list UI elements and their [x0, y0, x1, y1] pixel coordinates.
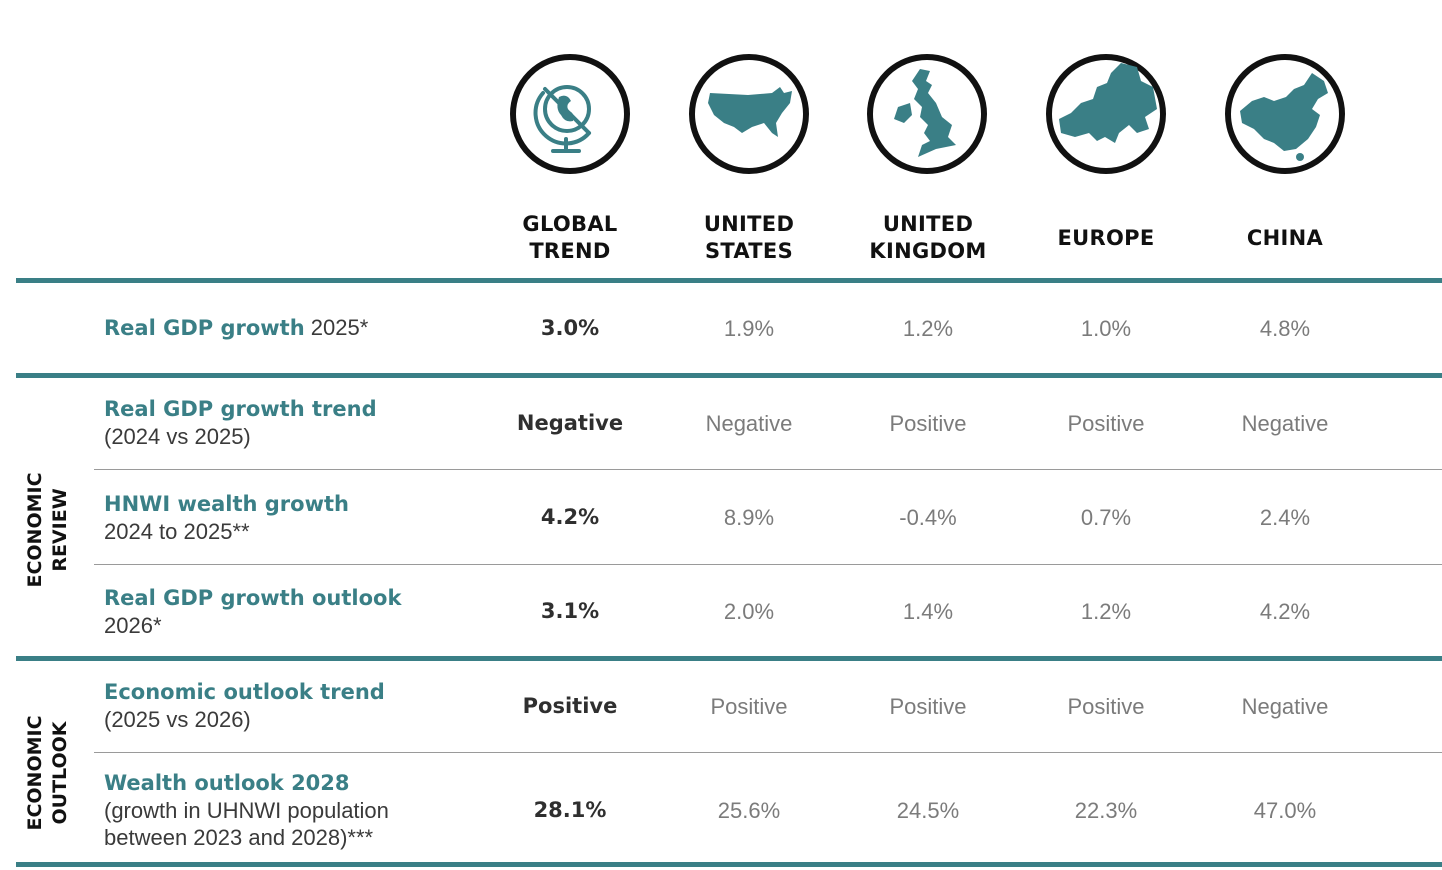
section-label-outlook: ECONOMIC OUTLOOK: [24, 715, 71, 831]
cell-value: 1.0%: [1080, 316, 1132, 341]
cell-value: Positive: [1067, 694, 1145, 719]
cell-value: 4.8%: [1259, 316, 1311, 341]
cell-value: -0.4%: [899, 505, 957, 530]
globe-icon: [509, 53, 631, 175]
cell-value: 2.0%: [723, 599, 775, 624]
cell-value: 1.2%: [902, 316, 954, 341]
cell-value: Positive: [889, 694, 967, 719]
cell-value: 1.9%: [723, 316, 775, 341]
cell-value: 0.7%: [1080, 505, 1132, 530]
row-label-economic-outlook-trend: Economic outlook trend (2025 vs 2026): [104, 680, 385, 732]
row-label-gdp-trend: Real GDP growth trend (2024 vs 2025): [104, 397, 377, 449]
cell-value: Negative: [705, 411, 793, 436]
cell-value: 3.0%: [540, 316, 600, 340]
europe-map-icon: [1045, 53, 1167, 175]
usa-map-icon: [688, 53, 810, 175]
row-label-real-gdp-growth: Real GDP growth 2025*: [104, 315, 369, 340]
cell-value: Positive: [710, 694, 788, 719]
column-header-uk: UNITED KINGDOM: [869, 212, 987, 263]
divider-header: [16, 278, 1442, 283]
cell-value: 3.1%: [540, 599, 600, 623]
cell-value: 4.2%: [1259, 599, 1311, 624]
cell-value: Negative: [516, 411, 624, 435]
cell-value: 1.2%: [1080, 599, 1132, 624]
column-header-us: UNITED STATES: [703, 212, 795, 263]
cell-value: 4.2%: [540, 505, 600, 529]
row-label-hnwi-wealth-growth: HNWI wealth growth 2024 to 2025**: [104, 492, 349, 544]
divider-review-start: [16, 373, 1442, 378]
china-map-icon: [1224, 53, 1346, 175]
cell-value: 8.9%: [723, 505, 775, 530]
divider-outlook-start: [16, 656, 1442, 661]
cell-value: Negative: [1241, 694, 1329, 719]
row-divider: [94, 469, 1442, 470]
cell-value: 2.4%: [1259, 505, 1311, 530]
cell-value: Positive: [889, 411, 967, 436]
row-divider: [94, 752, 1442, 753]
divider-bottom: [16, 862, 1442, 867]
section-label-review: ECONOMIC REVIEW: [24, 472, 71, 588]
row-divider: [94, 564, 1442, 565]
cell-value: 25.6%: [717, 798, 781, 823]
cell-value: Positive: [1067, 411, 1145, 436]
cell-value: 22.3%: [1074, 798, 1138, 823]
uk-map-icon: [866, 53, 988, 175]
cell-value: 1.4%: [902, 599, 954, 624]
cell-value: 47.0%: [1253, 798, 1317, 823]
row-label-wealth-outlook: Wealth outlook 2028 (growth in UHNWI popu…: [104, 771, 389, 850]
cell-value: Negative: [1241, 411, 1329, 436]
cell-value: 24.5%: [896, 798, 960, 823]
column-header-china: CHINA: [1246, 225, 1324, 250]
cell-value: Positive: [522, 694, 618, 718]
column-header-europe: EUROPE: [1057, 225, 1155, 250]
row-label-gdp-outlook: Real GDP growth outlook 2026*: [104, 586, 402, 638]
cell-value: 28.1%: [533, 798, 607, 822]
column-header-global: GLOBAL TREND: [522, 212, 618, 263]
